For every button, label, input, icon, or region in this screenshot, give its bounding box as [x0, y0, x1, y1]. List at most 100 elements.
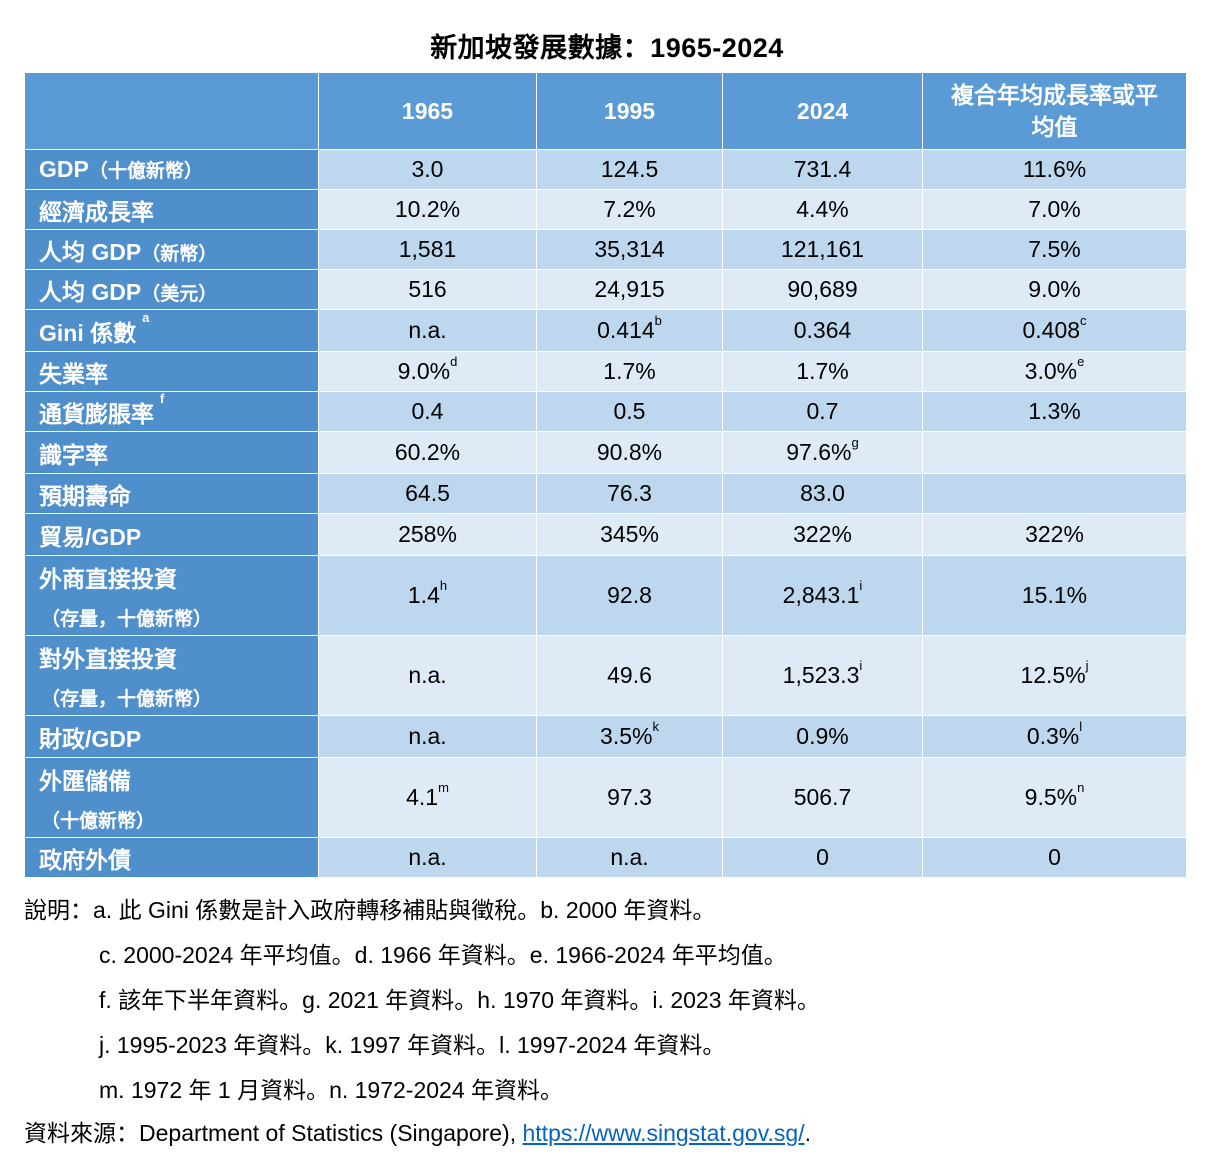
- row-label: Gini 係數 a: [24, 309, 319, 352]
- cell-footnote: b: [654, 313, 662, 328]
- table-cell: 1,523.3i: [722, 635, 923, 716]
- note-line: c. 2000-2024 年平均值。d. 1966 年資料。e. 1966-20…: [99, 942, 787, 968]
- cell-value: 1.4: [407, 582, 440, 608]
- row-label: 對外直接投資 （存量，十億新幣）: [24, 635, 319, 716]
- cell-value: 258%: [398, 521, 457, 547]
- row-label: 經濟成長率: [24, 189, 319, 230]
- row-label: 識字率: [24, 431, 319, 474]
- table-cell: 1.4h: [318, 555, 537, 636]
- table-cell: 345%: [536, 513, 723, 556]
- cell-value: n.a.: [408, 317, 447, 343]
- cell-value: 9.5%: [1024, 784, 1078, 810]
- row-label-subtitle: （存量，十億新幣）: [41, 609, 213, 630]
- cell-footnote: l: [1079, 719, 1083, 734]
- table-cell: 10.2%: [318, 189, 537, 230]
- row-label-text: 識字率: [39, 441, 108, 468]
- table-cell: 0.4: [318, 391, 537, 432]
- table-cell: 1.3%: [922, 391, 1187, 432]
- table-cell: 90,689: [722, 269, 923, 310]
- cell-footnote: c: [1080, 313, 1087, 328]
- table-cell: 7.5%: [922, 229, 1187, 270]
- row-label-footnote: a: [142, 309, 150, 325]
- table-cell: 0.7: [722, 391, 923, 432]
- table-cell: 4.4%: [722, 189, 923, 230]
- table-cell: 0.5: [536, 391, 723, 432]
- table-cell: 0: [922, 837, 1187, 878]
- cell-value: 1,523.3: [782, 662, 860, 688]
- cell-footnote: j: [1085, 658, 1089, 673]
- note-line: 說明：a. 此 Gini 係數是計入政府轉移補貼與徵稅。b. 2000 年資料。: [24, 897, 716, 923]
- cell-value: 1,581: [398, 236, 457, 262]
- cell-value: 90,689: [787, 276, 858, 302]
- row-label-text: 對外直接投資: [39, 646, 177, 672]
- table-header-row: 1965 1995 2024 複合年均成長率或平均值: [24, 72, 1187, 150]
- table-cell: 11.6%: [922, 149, 1187, 190]
- table-cell: 1.7%: [722, 351, 923, 392]
- table-cell: n.a.: [318, 635, 537, 716]
- cell-value: 11.6%: [1022, 156, 1087, 182]
- table-cell: 76.3: [536, 473, 723, 514]
- cell-value: 83.0: [800, 480, 845, 506]
- table-cell: n.a.: [536, 837, 723, 878]
- note-line: j. 1995-2023 年資料。k. 1997 年資料。l. 1997-202…: [99, 1032, 726, 1058]
- cell-value: 3.5%: [600, 723, 653, 749]
- row-label-unit: （美元）: [141, 283, 218, 305]
- table-row: 外匯儲備 （十億新幣） 4.1m 97.3 506.7 9.5%n: [24, 757, 1187, 838]
- cell-footnote: e: [1077, 354, 1085, 369]
- cell-value: 35,314: [594, 236, 665, 262]
- table-cell: 24,915: [536, 269, 723, 310]
- row-label-unit: （新幣）: [141, 243, 218, 265]
- table-cell: 83.0: [722, 473, 923, 514]
- table-cell: 7.2%: [536, 189, 723, 230]
- header-cell: [24, 72, 319, 150]
- cell-value: 322%: [793, 521, 852, 547]
- header-cell-1995: 1995: [536, 72, 723, 150]
- cell-footnote: d: [450, 354, 458, 369]
- cell-value: n.a.: [408, 723, 447, 749]
- table-cell: 15.1%: [922, 555, 1187, 636]
- table-cell: n.a.: [318, 837, 537, 878]
- table-cell: 4.1m: [318, 757, 537, 838]
- table-cell: 90.8%: [536, 431, 723, 474]
- page-title: 新加坡發展數據：1965-2024: [430, 33, 784, 63]
- source-prefix: 資料來源：Department of Statistics (Singapore…: [24, 1120, 523, 1146]
- table-row: 人均 GDP（新幣） 1,581 35,314 121,161 7.5%: [24, 229, 1187, 270]
- cell-value: n.a.: [408, 844, 447, 870]
- row-label-footnote: f: [160, 390, 165, 406]
- table-row: 失業率 9.0%d 1.7% 1.7% 3.0%e: [24, 351, 1187, 392]
- cell-footnote: k: [652, 719, 659, 734]
- cell-value: 506.7: [793, 784, 852, 810]
- cell-value: 7.5%: [1028, 236, 1081, 262]
- cell-footnote: n: [1077, 780, 1085, 795]
- cell-value: 345%: [600, 521, 659, 547]
- table-cell: 9.0%: [922, 269, 1187, 310]
- table-cell: 124.5: [536, 149, 723, 190]
- table-cell: 3.0: [318, 149, 537, 190]
- row-label: 貿易/GDP: [24, 513, 319, 556]
- cell-value: 124.5: [600, 156, 659, 182]
- cell-footnote: g: [851, 435, 859, 450]
- source-link[interactable]: https://www.singstat.gov.sg/: [522, 1120, 805, 1146]
- row-label-text: 外商直接投資: [39, 566, 177, 592]
- cell-footnote: i: [859, 658, 863, 673]
- table-cell: 97.3: [536, 757, 723, 838]
- table-cell: [922, 431, 1187, 474]
- table-cell: 121,161: [722, 229, 923, 270]
- cell-footnote: h: [439, 578, 448, 593]
- cell-value: 4.4%: [796, 196, 849, 222]
- table-cell: 258%: [318, 513, 537, 556]
- cell-value: 0.4: [411, 398, 444, 424]
- row-label-text: 人均 GDP: [39, 278, 142, 305]
- row-label: 人均 GDP（美元）: [24, 269, 319, 310]
- table-cell: 3.0%e: [922, 351, 1187, 392]
- cell-value: 0.414: [597, 317, 655, 343]
- table-row: 政府外債 n.a. n.a. 0 0: [24, 837, 1187, 878]
- table-cell: 35,314: [536, 229, 723, 270]
- note-line: f. 該年下半年資料。g. 2021 年資料。h. 1970 年資料。i. 20…: [99, 987, 820, 1013]
- table-cell: 0.3%l: [922, 715, 1187, 758]
- row-label: 政府外債: [24, 837, 319, 878]
- row-label-text: 失業率: [39, 360, 108, 387]
- cell-value: 0: [1048, 844, 1061, 870]
- cell-footnote: m: [438, 780, 449, 795]
- cell-value: 49.6: [607, 662, 652, 688]
